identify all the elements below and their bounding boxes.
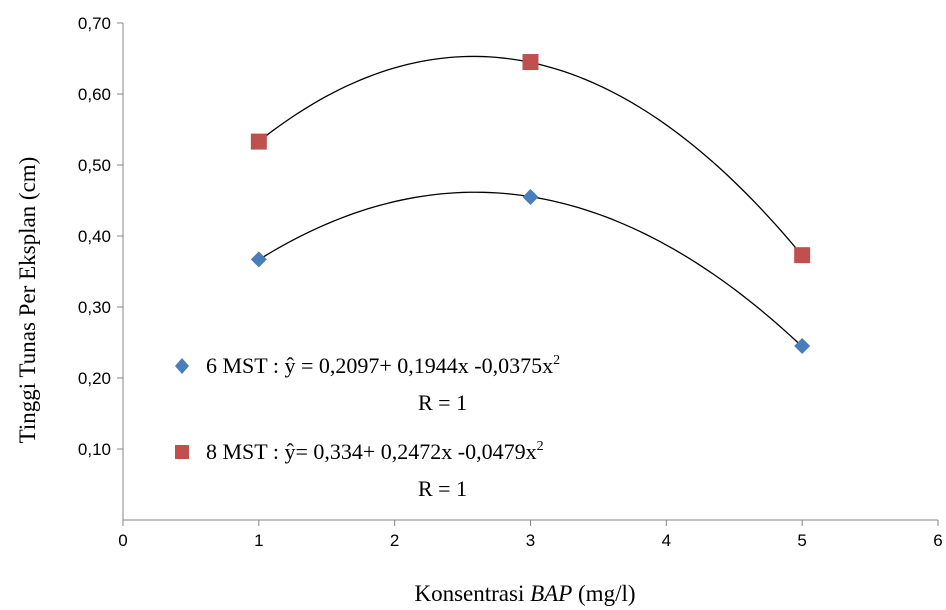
legend-diamond-marker: [175, 358, 189, 374]
legend-8-mst-equation: 8 MST : ŷ= 0,334+ 0,2472x -0,0479x2: [206, 439, 544, 464]
point-8-mst: [250, 133, 267, 150]
legend-entry-8-mst: 8 MST : ŷ= 0,334+ 0,2472x -0,0479x2 R = …: [175, 439, 544, 501]
y-tick-label: 0,10: [78, 440, 111, 459]
point-6-mst: [250, 251, 267, 268]
y-tick-label: 0,30: [78, 298, 111, 317]
legend-entry-6-mst: 6 MST : ŷ = 0,2097+ 0,1944x -0,0375x2 R …: [175, 353, 560, 415]
data-points: [250, 54, 811, 355]
x-tick-label: 5: [797, 531, 806, 550]
trend-line-6-mst: [258, 191, 803, 348]
x-tick-label: 2: [390, 531, 399, 550]
x-tick-label: 1: [254, 531, 263, 550]
legend: 6 MST : ŷ = 0,2097+ 0,1944x -0,0375x2 R …: [175, 353, 560, 501]
y-tick-label: 0,20: [78, 369, 111, 388]
legend-8-mst-superscript: 2: [537, 439, 544, 454]
y-axis-title: Tinggi Tunas Per Eksplan (cm): [15, 157, 40, 444]
x-tick-label: 4: [662, 531, 671, 550]
x-axis-title-italic: BAP: [530, 581, 572, 606]
point-8-mst: [794, 247, 811, 264]
legend-square-marker: [175, 445, 189, 459]
y-tick-label: 0,70: [78, 14, 111, 33]
point-8-mst: [522, 54, 539, 71]
point-6-mst: [522, 188, 539, 205]
x-tick-label: 6: [933, 531, 942, 550]
x-ticks: 0 1 2 3 4 5 6: [118, 520, 943, 550]
x-axis-title-prefix: Konsentrasi: [414, 581, 530, 606]
y-tick-label: 0,60: [78, 85, 111, 104]
trend-line-8-mst: [258, 55, 803, 256]
y-ticks: 0,10 0,20 0,30 0,40 0,50 0,60 0,70: [78, 14, 123, 459]
x-axis-title-suffix: (mg/l): [572, 581, 635, 606]
point-6-mst: [794, 338, 811, 355]
x-tick-label: 0: [118, 531, 127, 550]
legend-6-mst-superscript: 2: [553, 353, 560, 368]
x-axis-title: Konsentrasi BAP (mg/l): [414, 581, 635, 606]
y-tick-label: 0,50: [78, 156, 111, 175]
legend-8-mst-r: R = 1: [418, 476, 467, 501]
legend-6-mst-equation: 6 MST : ŷ = 0,2097+ 0,1944x -0,0375x2: [206, 353, 560, 378]
y-tick-label: 0,40: [78, 227, 111, 246]
legend-6-mst-r: R = 1: [418, 390, 467, 415]
x-tick-label: 3: [526, 531, 535, 550]
